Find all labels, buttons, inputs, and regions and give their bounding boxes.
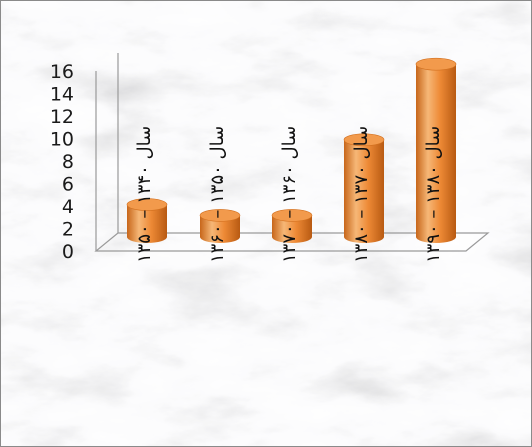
floor-plane	[94, 232, 490, 252]
bar	[271, 209, 313, 243]
y-tick-label: 8	[62, 151, 74, 173]
y-tick-label: 0	[62, 241, 74, 263]
y-tick-label: 6	[62, 174, 74, 196]
x-tick-label: سال ۱۳۷۰ – ۱۳۸۰	[351, 126, 372, 263]
bar-body	[416, 64, 456, 243]
bar-body	[127, 204, 167, 243]
bar-top	[271, 209, 313, 222]
x-tick-label: سال ۱۳۸۰ – ۱۳۹۰	[423, 126, 444, 263]
bar	[126, 198, 168, 243]
x-tick-label: سال ۱۳۴۰ – ۱۳۵۰	[134, 126, 155, 263]
bar-top	[415, 57, 457, 71]
y-tick-label: 4	[62, 196, 74, 218]
bar-top	[126, 198, 168, 211]
bar-top	[343, 133, 385, 147]
x-tick-label: سال ۱۳۶۰ – ۱۳۷۰	[279, 126, 300, 263]
bar	[415, 57, 457, 243]
y-tick-label: 2	[62, 219, 74, 241]
bar-body	[344, 139, 384, 243]
bar	[343, 133, 385, 243]
x-tick-label: سال ۱۳۵۰ – ۱۳۶۰	[207, 126, 228, 263]
y-tick-label: 10	[50, 129, 74, 151]
bar-body	[200, 215, 240, 243]
y-tick-label: 14	[50, 84, 74, 106]
y-tick-label: 12	[50, 106, 74, 128]
bars	[126, 57, 457, 243]
y-tick-label: 16	[50, 61, 74, 83]
bar	[199, 209, 241, 243]
chart-floor	[94, 53, 490, 252]
bar-top	[199, 209, 241, 222]
x-axis-labels: سال ۱۳۴۰ – ۱۳۵۰ سال ۱۳۵۰ – ۱۳۶۰ سال ۱۳۶۰ –…	[134, 126, 444, 263]
bar-body	[272, 215, 312, 243]
